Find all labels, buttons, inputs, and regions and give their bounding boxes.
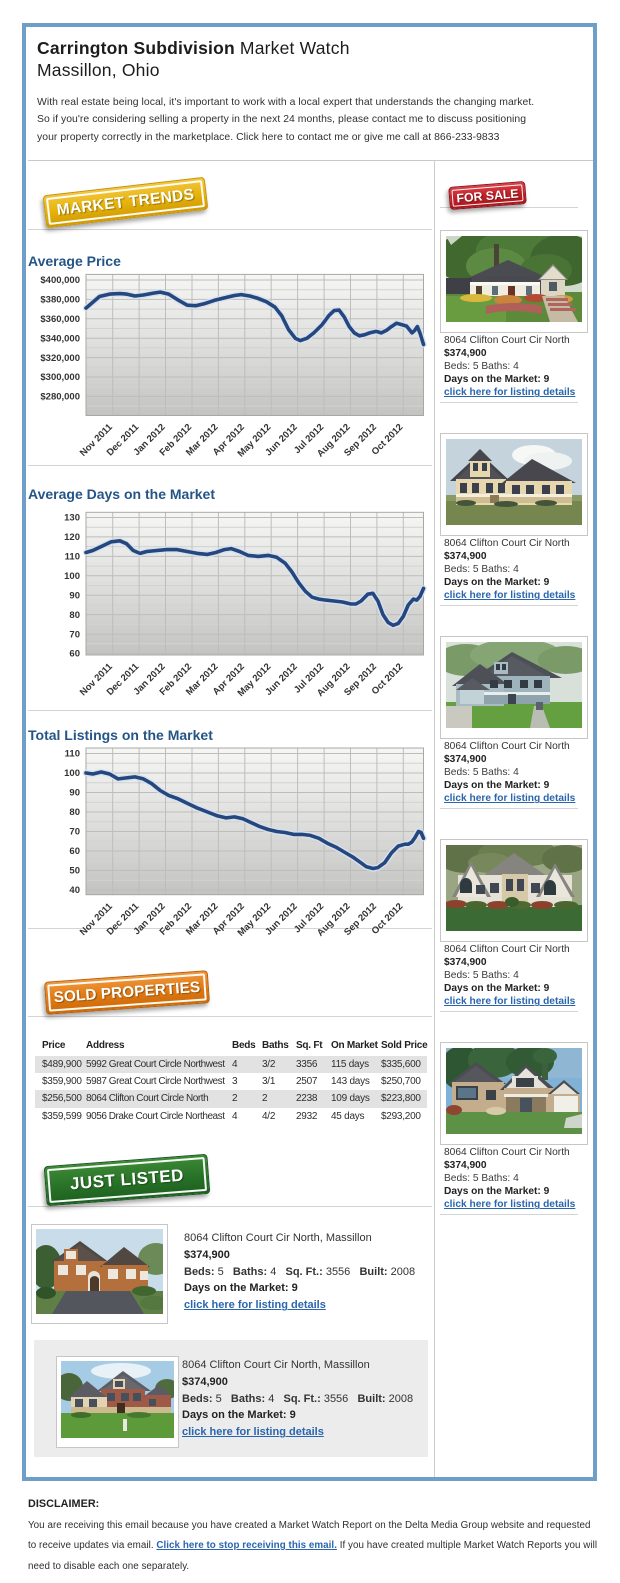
svg-text:$380,000: $380,000 — [40, 295, 80, 306]
svg-text:120: 120 — [64, 532, 80, 543]
svg-text:$340,000: $340,000 — [40, 333, 80, 344]
svg-text:70: 70 — [69, 827, 80, 838]
svg-text:$400,000: $400,000 — [40, 275, 80, 286]
svg-text:100: 100 — [64, 571, 80, 582]
svg-text:$300,000: $300,000 — [40, 372, 80, 383]
svg-text:90: 90 — [69, 590, 80, 601]
svg-text:70: 70 — [69, 629, 80, 640]
svg-text:40: 40 — [69, 885, 80, 896]
svg-text:$360,000: $360,000 — [40, 314, 80, 325]
svg-text:80: 80 — [69, 807, 80, 818]
svg-text:110: 110 — [65, 552, 80, 563]
svg-text:130: 130 — [64, 513, 80, 524]
svg-text:$280,000: $280,000 — [40, 392, 80, 403]
svg-text:90: 90 — [69, 788, 80, 799]
svg-text:80: 80 — [69, 610, 80, 621]
svg-text:100: 100 — [64, 768, 80, 779]
svg-text:110: 110 — [65, 749, 80, 760]
svg-text:60: 60 — [69, 649, 80, 660]
svg-text:$320,000: $320,000 — [40, 353, 80, 364]
svg-text:50: 50 — [69, 866, 80, 877]
svg-text:60: 60 — [69, 846, 80, 857]
